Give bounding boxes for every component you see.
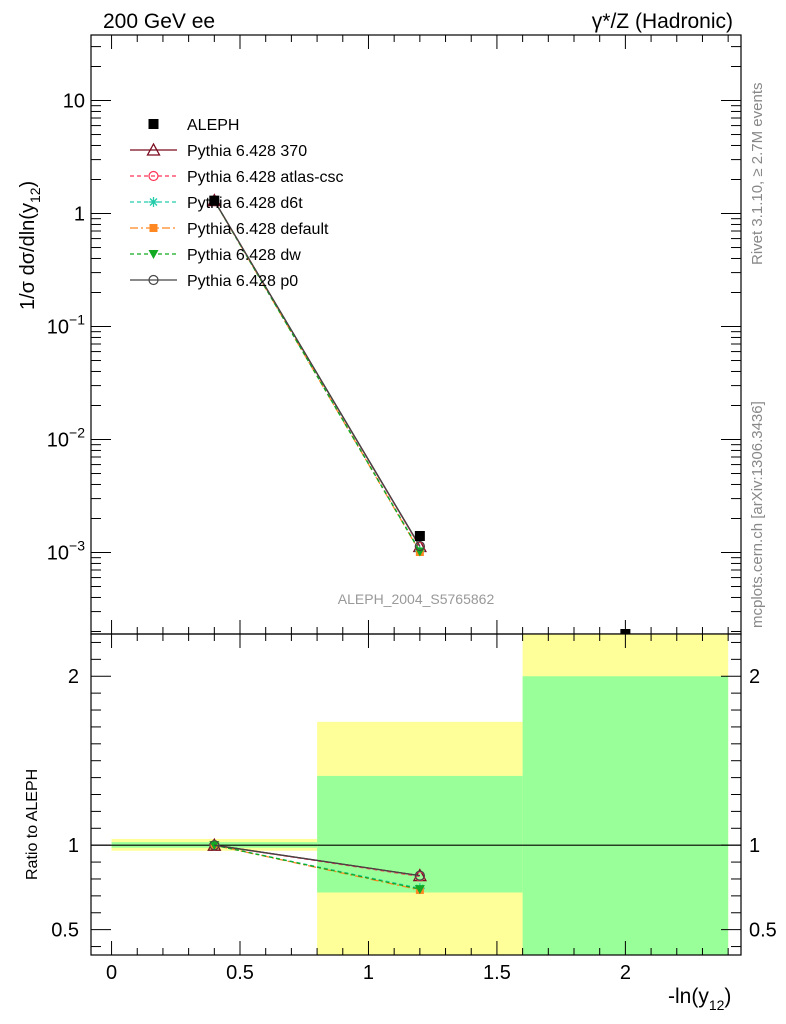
- svg-text:-ln(y12): -ln(y12): [668, 985, 731, 1013]
- ratio-y-tick-label: 0.5: [51, 920, 79, 942]
- ratio-series-point: [414, 885, 425, 895]
- legend-label: Pythia 6.428 d6t: [187, 195, 303, 212]
- x-tick-label: 1: [363, 962, 374, 984]
- y-tick-label: 10−1: [47, 312, 85, 339]
- ratio-series-line: [214, 844, 420, 890]
- legend-marker: [146, 142, 161, 156]
- y-tick-label: 10−2: [47, 425, 85, 452]
- analysis-id: ALEPH_2004_S5765862: [338, 591, 495, 607]
- main-plot: 10 1 10−1 10−2 10−3: [47, 34, 742, 639]
- series-line: [213, 200, 421, 547]
- ratio-y-tick-label-right: 1: [749, 835, 760, 857]
- header-right: γ*/Z (Hadronic): [592, 10, 733, 33]
- mcplots-label: mcplots.cern.ch [arXiv:1306.3436]: [749, 401, 766, 628]
- rivet-label: Rivet 3.1.10, ≥ 2.7M events: [749, 83, 766, 266]
- legend-marker: [149, 224, 158, 232]
- ratio-y-tick-label-right: 2: [749, 666, 760, 688]
- ratio-series-line: [214, 844, 420, 877]
- legend-marker: [148, 170, 159, 182]
- legend-marker: [148, 274, 159, 286]
- reference-point: [414, 530, 425, 541]
- reference-point: [209, 195, 220, 206]
- y-tick-label: 1: [74, 204, 85, 226]
- ratio-plot: 0 0.5 1 1.5 2 0.5 0.5 1 1 2 2: [51, 633, 777, 984]
- ratio-ylabel: Ratio to ALEPH: [24, 769, 41, 880]
- legend-label: Pythia 6.428 370: [187, 143, 307, 160]
- ratio-y-tick-label: 2: [68, 666, 79, 688]
- ratio-series-point: [209, 840, 220, 851]
- series-point: [414, 540, 425, 552]
- x-tick-label: 0: [106, 962, 117, 984]
- legend: ALEPH Pythia 6.428 370 Pythia 6.428 atlas-…: [130, 117, 344, 290]
- legend-label: Pythia 6.428 p0: [187, 273, 298, 290]
- x-tick-label: 1.5: [483, 962, 511, 984]
- ratio-band-green: [522, 676, 729, 955]
- y-tick-label: 10−3: [47, 538, 85, 565]
- svg-text:1/σ dσ/dln(y12): 1/σ dσ/dln(y12): [17, 181, 43, 310]
- legend-label: Pythia 6.428 dw: [187, 247, 301, 264]
- main-ylabel: 1/σ dσ/dln(y12): [17, 181, 43, 310]
- legend-label: Pythia 6.428 atlas-csc: [187, 169, 344, 186]
- ratio-y-tick-label: 1: [68, 835, 79, 857]
- legend-label: Pythia 6.428 default: [187, 221, 329, 238]
- legend-marker: [148, 197, 159, 207]
- ratio-series-point: [414, 870, 425, 881]
- x-tick-label: 0.5: [226, 962, 254, 984]
- x-axis-label: -ln(y12): [668, 985, 731, 1013]
- y-tick-label: 10: [63, 91, 85, 113]
- x-tick-label: 2: [620, 962, 631, 984]
- series-line: [213, 200, 421, 552]
- legend-marker-aleph: [148, 119, 159, 129]
- header-left: 200 GeV ee: [103, 10, 215, 33]
- legend-marker: [148, 250, 159, 259]
- legend-label-aleph: ALEPH: [187, 117, 239, 134]
- ratio-band-green: [317, 775, 523, 893]
- ratio-y-tick-label-right: 0.5: [749, 920, 777, 942]
